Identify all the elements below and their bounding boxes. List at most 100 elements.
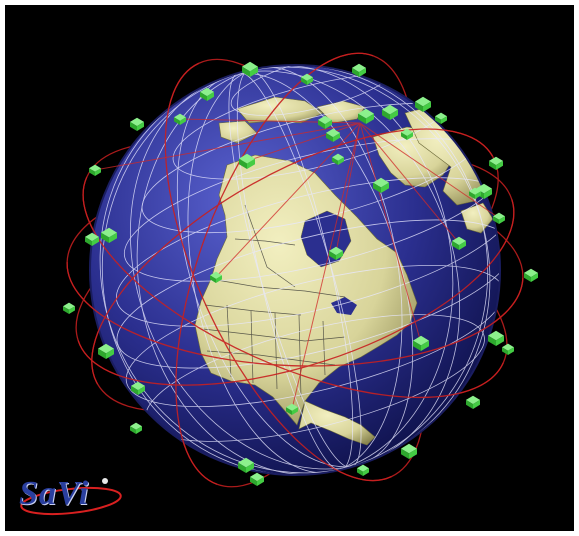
satellite-left <box>452 240 459 250</box>
satellite-top <box>493 212 505 220</box>
satellite <box>242 61 258 77</box>
satellite-top <box>466 395 480 405</box>
satellite-right <box>508 347 514 355</box>
satellite-right <box>246 462 254 473</box>
satellite-right <box>499 216 505 224</box>
satellite-left <box>326 132 333 142</box>
satellite-top <box>200 87 214 97</box>
satellite-left <box>301 77 307 85</box>
satellite-right <box>390 109 398 120</box>
satellite-top <box>301 73 313 81</box>
satellite-top <box>358 108 374 119</box>
satellite-left <box>489 160 496 170</box>
satellite <box>413 335 429 351</box>
satellite-left <box>89 168 95 176</box>
satellite-right <box>95 168 101 176</box>
globe-rim <box>89 64 501 476</box>
satellite-top <box>352 63 366 73</box>
satellite-top <box>242 61 258 72</box>
satellite-top <box>89 164 101 172</box>
satellite-left <box>318 119 325 129</box>
satellite <box>329 246 343 260</box>
satellite-right <box>459 240 466 250</box>
satellite-right <box>106 348 114 359</box>
crosslink-line <box>335 122 361 254</box>
satellite-left <box>130 426 136 434</box>
satellite <box>352 63 366 77</box>
satellite-right <box>484 188 492 199</box>
satellite <box>401 443 417 459</box>
satellite <box>318 115 332 129</box>
satellite-right <box>333 132 340 142</box>
satellite <box>489 156 503 170</box>
satellite-top <box>382 104 398 115</box>
satellite-right <box>69 306 75 314</box>
satellite-left <box>435 116 441 124</box>
satellite-right <box>336 250 343 260</box>
satellite <box>415 96 431 112</box>
satellite-right <box>496 160 503 170</box>
satellite-right <box>180 117 186 125</box>
satellite-top <box>131 381 145 391</box>
satellite-left <box>242 66 250 77</box>
satellite-right <box>531 272 538 282</box>
satellite <box>131 381 145 395</box>
satellite <box>358 108 374 124</box>
satellite-left <box>131 385 138 395</box>
satellite-right <box>407 132 413 140</box>
crosslink-line <box>94 122 361 171</box>
satellite-top <box>85 232 99 242</box>
satellite-right <box>338 157 344 165</box>
satellite-right <box>363 468 369 476</box>
satellite-right <box>109 232 117 243</box>
satellite-right <box>257 476 264 486</box>
satellite-left <box>493 216 499 224</box>
satellite <box>130 422 142 434</box>
satellite-top <box>326 128 340 138</box>
crosslink-line <box>291 122 361 410</box>
continent-land <box>194 96 494 446</box>
satellite-top <box>413 335 429 346</box>
satellite-right <box>307 77 313 85</box>
satellite-top <box>415 96 431 107</box>
satellite-left <box>357 468 363 476</box>
satellite-right <box>441 116 447 124</box>
satellite-top <box>524 268 538 278</box>
satellite <box>401 128 413 140</box>
satellite <box>326 128 340 142</box>
latitude-line <box>125 264 500 408</box>
satellite-top <box>98 343 114 354</box>
satellite-left <box>469 191 475 199</box>
satellite-left <box>502 347 508 355</box>
satellite-right <box>247 158 255 169</box>
satellite-top <box>332 153 344 161</box>
satellite-left <box>401 132 407 140</box>
satellite-top <box>130 117 144 127</box>
satellite <box>332 153 344 165</box>
satellite <box>469 187 481 199</box>
satellite <box>488 330 504 346</box>
crosslink-line <box>215 122 361 278</box>
crosslink-line <box>359 122 422 344</box>
satellite-right <box>409 448 417 459</box>
satellite-top <box>329 246 343 256</box>
satellite-left <box>401 448 409 459</box>
satellite <box>452 236 466 250</box>
satellite-top <box>489 156 503 166</box>
satellite <box>466 395 480 409</box>
satellite-left <box>85 236 92 246</box>
satellite <box>238 457 254 473</box>
orbit-path-front <box>164 62 392 482</box>
satellite-left <box>358 113 366 124</box>
satellite-left <box>130 121 137 131</box>
image-frame: SaVi <box>5 5 574 531</box>
orbit-path-front <box>91 128 494 385</box>
satellite-right <box>137 121 144 131</box>
satellite-left <box>210 275 216 283</box>
satellite-left <box>286 407 292 415</box>
satellite-left <box>524 272 531 282</box>
satellite-left <box>239 158 247 169</box>
satellite-right <box>359 67 366 77</box>
satellite-right <box>138 385 145 395</box>
orbit-path-front <box>77 199 515 386</box>
